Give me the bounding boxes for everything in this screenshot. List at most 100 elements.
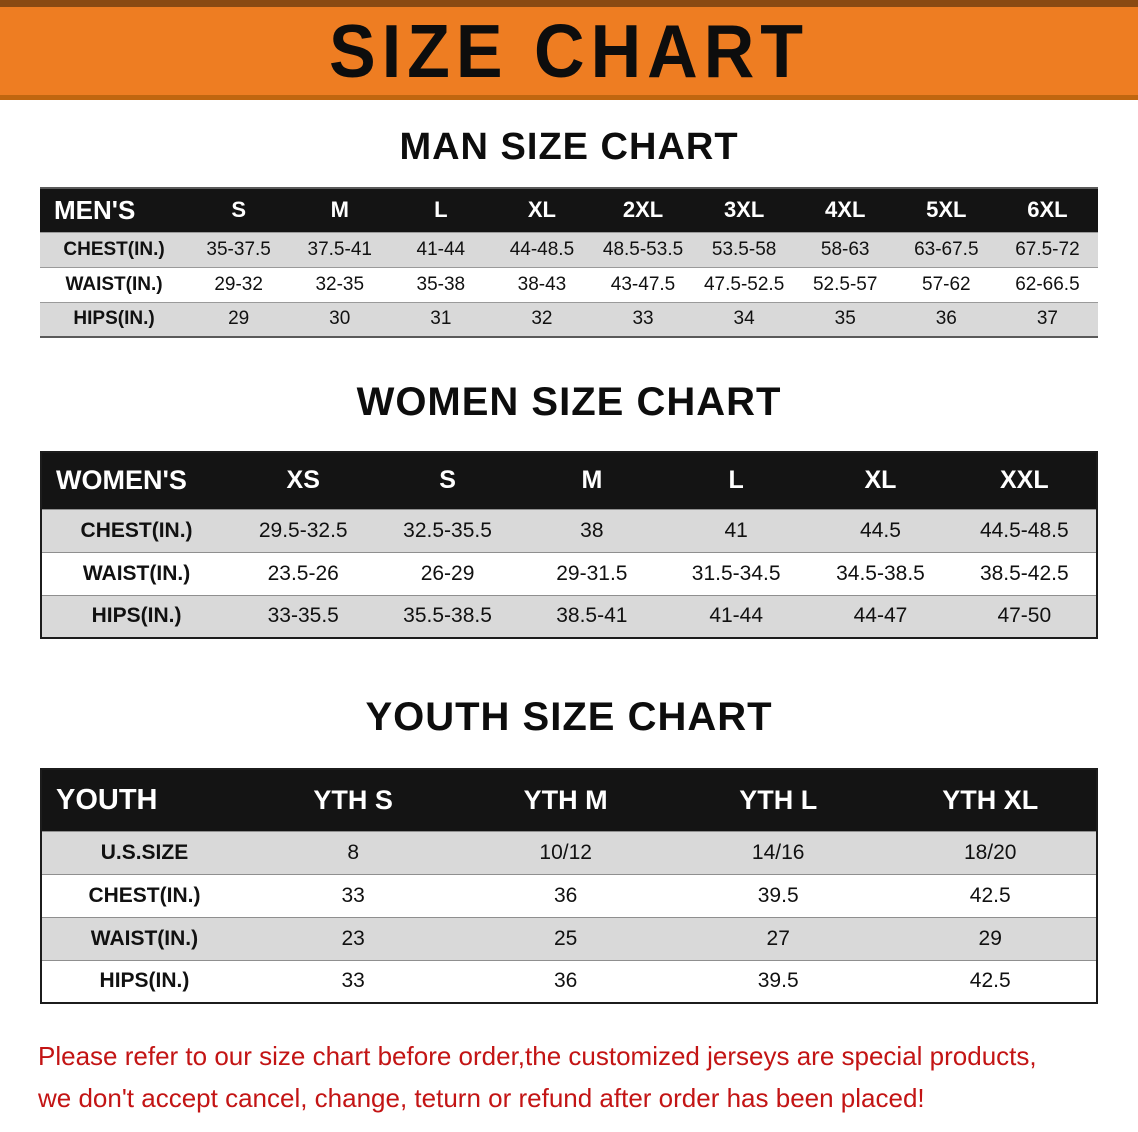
size-value-cell: 27 [766,926,790,950]
size-column-header: L [390,188,492,232]
header-row: YOUTH YTH S YTH M YTH L YTH XL [41,769,1097,831]
size-table: WOMEN'S XS S M L XL XXL CHEST(IN.) 29.5-32.5 32.5… [40,451,1098,639]
size-value-cell: 33 [341,883,365,907]
size-value-cell: 32.5-35.5 [403,518,492,542]
measurement-row: U.S.SIZE 8 10/12 14/16 18/20 [41,831,1097,874]
row-label: HIPS(IN.) [91,604,182,628]
size-value-cell: 38.5-41 [556,604,628,628]
size-table: MEN'S S M L XL 2XL 3XL 4XL 5XL 6XL CHEST(IN.) 35-37… [40,187,1098,338]
size-value-cell: 10/12 [539,840,592,864]
size-column-header: 5XL [895,188,997,232]
size-value-cell: 34 [733,308,755,330]
measurement-row: CHEST(IN.) 29.5-32.5 32.5-35.5 38 41 44.5 44.5… [41,509,1097,552]
size-value-cell: 25 [554,926,578,950]
size-column-header: 4XL [794,188,896,232]
size-value-cell: 23.5-26 [267,561,339,585]
banner-title: SIZE CHART [329,8,809,94]
size-value-cell: 26-29 [420,561,475,585]
row-label: HIPS(IN.) [99,969,190,993]
measurement-row: CHEST(IN.) 33 36 39.5 42.5 [41,874,1097,917]
row-label: CHEST(IN.) [88,883,201,907]
header-row: MEN'S S M L XL 2XL 3XL 4XL 5XL 6XL [40,188,1098,232]
size-value-cell: 47.5-52.5 [703,273,785,295]
size-column-header: YTH M [459,769,672,831]
size-value-cell: 42.5 [969,883,1011,907]
size-column-header: S [188,188,290,232]
men-section-heading: MAN SIZE CHART [399,126,739,168]
size-column-header: S [375,452,520,509]
order-notice: Please refer to our size chart before or… [38,1036,1100,1119]
women-size-table: WOMEN'S XS S M L XL XXL CHEST(IN.) 29.5-32.5 32.5… [40,451,1098,639]
youth-section-heading: YOUTH SIZE CHART [365,695,773,739]
size-value-cell: 36 [935,308,957,330]
youth-size-section: YOUTH SIZE CHART YOUTH YTH S YTH M YTH L YTH… [0,695,1138,1004]
size-value-cell: 32 [531,308,553,330]
size-value-cell: 33 [632,308,654,330]
measurement-row: WAIST(IN.) 29-32 32-35 35-38 38-43 43-47.5 47.… [40,267,1098,302]
measurement-row: HIPS(IN.) 33 36 39.5 42.5 [41,960,1097,1003]
size-value-cell: 39.5 [757,969,799,993]
size-column-header: YTH S [246,769,460,831]
size-value-cell: 48.5-53.5 [602,238,684,260]
size-column-header: M [289,188,391,232]
size-value-cell: 35 [834,308,856,330]
men-size-section: MAN SIZE CHART MEN'S S M L XL 2XL 3XL 4XL 5XL 6XL… [0,126,1138,338]
size-value-cell: 44-48.5 [509,238,575,260]
size-column-header: L [664,452,809,509]
size-column-header: 2XL [592,188,694,232]
size-column-header: 3XL [693,188,795,232]
size-column-header: XS [231,452,376,509]
size-value-cell: 35.5-38.5 [403,604,492,628]
size-value-cell: 42.5 [969,969,1011,993]
size-value-cell: 34.5-38.5 [836,561,925,585]
size-column-header: XL [491,188,593,232]
notice-line-2: we don't accept cancel, change, teturn o… [38,1082,925,1113]
row-label: WAIST(IN.) [90,926,199,950]
size-value-cell: 32-35 [315,273,365,295]
size-value-cell: 30 [329,308,351,330]
size-column-header: YTH L [671,769,885,831]
size-value-cell: 8 [347,840,359,864]
size-value-cell: 35-38 [416,273,466,295]
size-value-cell: 57-62 [922,273,971,295]
size-column-header: 6XL [996,188,1098,232]
size-column-header: XL [808,452,953,509]
size-value-cell: 38.5-42.5 [979,561,1069,585]
row-label: WAIST(IN.) [65,273,163,295]
size-value-cell: 14/16 [751,840,805,864]
row-label: CHEST(IN.) [80,518,193,542]
size-value-cell: 44.5-48.5 [979,518,1069,542]
size-value-cell: 29-31.5 [556,561,628,585]
size-value-cell: 41-44 [416,238,466,260]
header-row: WOMEN'S XS S M L XL XXL [41,452,1097,509]
table-title-cell: MEN'S [40,188,189,232]
size-value-cell: 31.5-34.5 [691,561,781,585]
size-value-cell: 29 [228,308,250,330]
size-value-cell: 35-37.5 [206,238,271,260]
size-value-cell: 44-47 [853,604,908,628]
size-value-cell: 38 [580,518,604,542]
notice-line-1: Please refer to our size chart before or… [38,1041,1037,1071]
youth-size-table: YOUTH YTH S YTH M YTH L YTH XL U.S.SIZE 8 10/12… [40,768,1098,1004]
women-section-heading: WOMEN SIZE CHART [356,380,782,424]
men-size-table: MEN'S S M L XL 2XL 3XL 4XL 5XL 6XL CHEST(IN.) 35-37… [40,187,1098,338]
row-label: WAIST(IN.) [82,561,191,585]
size-column-header: M [519,452,665,509]
banner: SIZE CHART [0,0,1138,100]
size-value-cell: 52.5-57 [812,273,878,295]
size-value-cell: 62-66.5 [1015,273,1080,295]
size-value-cell: 18/20 [963,840,1017,864]
row-label: HIPS(IN.) [73,308,155,330]
size-value-cell: 29.5-32.5 [258,518,348,542]
women-size-section: WOMEN SIZE CHART WOMEN'S XS S M L XL XXL CHEST(… [0,380,1138,639]
size-value-cell: 37.5-41 [307,238,372,260]
size-table: YOUTH YTH S YTH M YTH L YTH XL U.S.SIZE 8 10/12… [40,768,1098,1004]
measurement-row: WAIST(IN.) 23.5-26 26-29 29-31.5 31.5-34.5 34… [41,552,1097,595]
size-value-cell: 67.5-72 [1015,238,1080,260]
size-value-cell: 29-32 [214,273,263,295]
size-value-cell: 36 [554,969,578,993]
measurement-row: CHEST(IN.) 35-37.5 37.5-41 41-44 44-48.5 48.5… [40,232,1098,267]
size-column-header: YTH XL [884,769,1097,831]
size-value-cell: 44.5 [860,518,901,542]
